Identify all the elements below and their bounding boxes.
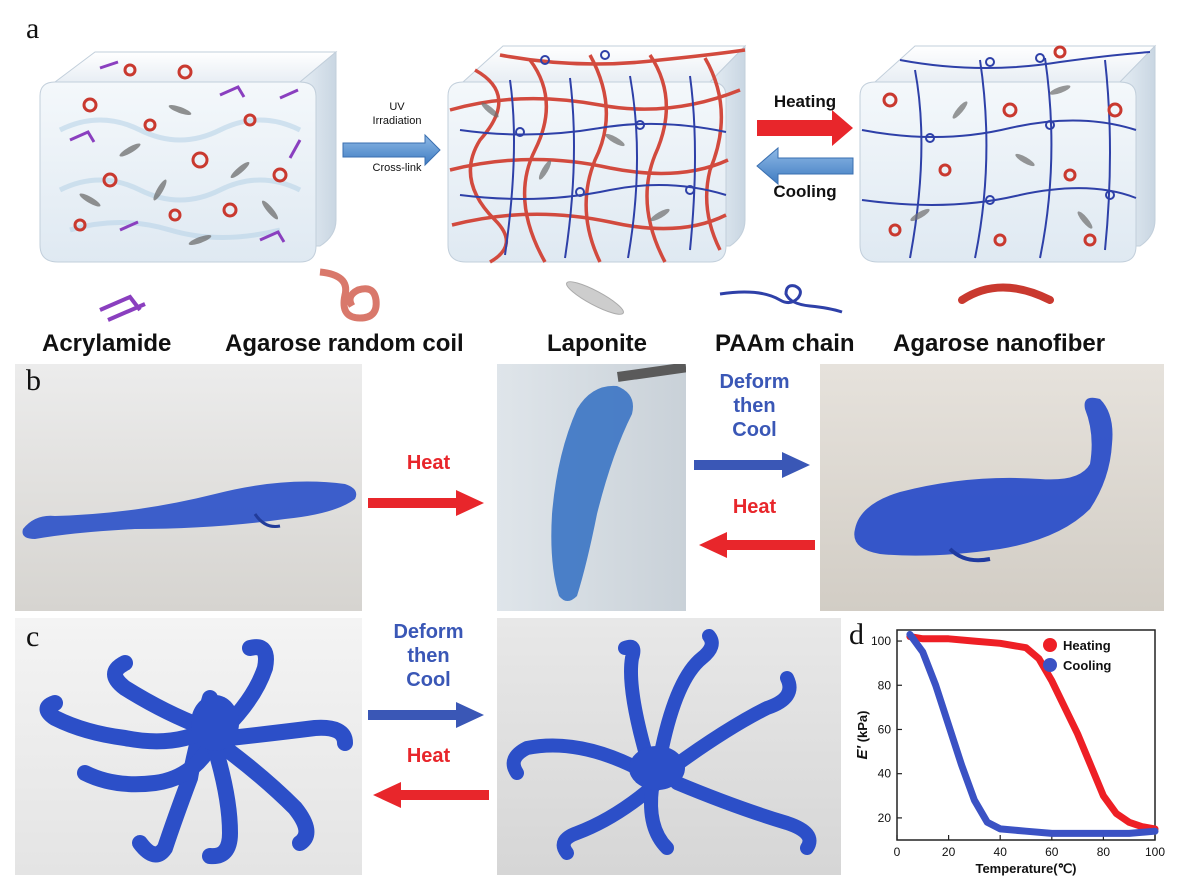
legend-marker-cooling: [1043, 658, 1057, 672]
legend-label-cooling: Cooling: [1063, 658, 1111, 673]
x-tick-label: 40: [994, 845, 1008, 859]
panel-label-b: b: [26, 364, 41, 397]
legend-marker-heating: [1043, 638, 1057, 652]
legend-agarose-nanofiber: Agarose nanofiber: [893, 330, 1106, 357]
heat-arrow-b-forward: [368, 490, 484, 516]
agarose-nanofiber-icon: [958, 283, 1054, 304]
deform-cool-label-b-line-2: then: [733, 395, 776, 417]
gel-cube-crosslinked: [447, 44, 747, 264]
legend-agarose-random-coil: Agarose random coil: [225, 330, 464, 357]
x-tick-label: 0: [894, 845, 901, 859]
whale-photo-initial: [15, 364, 362, 611]
uv-label: UV Irradiation: [352, 100, 442, 128]
y-tick-label: 40: [878, 767, 892, 781]
heat-arrow-b-back: [699, 532, 815, 558]
deform-cool-arrow-b: [694, 452, 810, 478]
laponite-icon: [566, 281, 624, 315]
deform-cool-label-b: Deform then Cool: [692, 370, 817, 442]
heating-arrow: [757, 110, 853, 146]
whale-photo-heated: [497, 364, 686, 611]
y-tick-label: 80: [878, 678, 892, 692]
x-tick-label: 80: [1097, 845, 1111, 859]
deform-cool-label-c-line-3: Cool: [406, 669, 451, 691]
heat-label-c-back: Heat: [406, 745, 451, 767]
panel-label-c: c: [26, 620, 40, 653]
uv-crosslink-arrow: [342, 133, 441, 167]
cooling-label: Cooling: [773, 182, 837, 201]
heat-label-b-forward: Heat: [406, 452, 451, 474]
legend-label-heating: Heating: [1063, 638, 1111, 653]
uv-label-line-1: UV: [389, 101, 405, 113]
octopus-shape-flat: [39, 639, 353, 865]
y-tick-label: 100: [871, 634, 891, 648]
octopus-shape-standing: [506, 629, 817, 860]
x-axis-label: Temperature(℃): [975, 861, 1076, 876]
legend-acrylamide: Acrylamide: [42, 330, 172, 357]
uv-label-line-2: Irradiation: [372, 115, 422, 127]
gel-cube-heated: [859, 44, 1157, 263]
whale-shape-hanging: [551, 385, 633, 601]
octopus-photo-deformed: [497, 618, 841, 875]
cooling-arrow: [756, 146, 854, 186]
crosslink-label: Cross-link: [372, 162, 422, 174]
legend-paam-chain: PAAm chain: [715, 330, 855, 357]
series-line-cooling: [906, 630, 1159, 837]
octopus-photo-initial: [15, 618, 362, 875]
agarose-random-coil-icon: [319, 268, 380, 322]
panel-label-d: d: [849, 618, 864, 651]
y-tick-label: 20: [878, 811, 892, 825]
deform-cool-label-c-line-2: then: [407, 645, 450, 667]
deform-cool-label-b-line-3: Cool: [732, 419, 777, 441]
paam-chain-icon: [719, 284, 843, 314]
deform-cool-label-c-line-1: Deform: [393, 621, 464, 643]
deform-cool-label-b-line-1: Deform: [719, 371, 790, 393]
heat-arrow-c-back: [373, 782, 489, 808]
acrylamide-icon: [99, 294, 146, 322]
y-tick-label: 60: [878, 722, 892, 736]
heating-label: Heating: [773, 92, 837, 111]
heat-label-b-back: Heat: [732, 496, 777, 518]
gel-cube-initial: [39, 50, 338, 263]
legend-laponite: Laponite: [547, 330, 647, 357]
deform-cool-label-c: Deform then Cool: [366, 620, 491, 692]
x-tick-label: 60: [1045, 845, 1059, 859]
series-line-heating: [906, 633, 1159, 833]
whale-shape-curled: [854, 397, 1113, 556]
whale-shape: [22, 481, 357, 539]
x-tick-label: 20: [942, 845, 956, 859]
y-axis-label: E' (kPa): [854, 711, 871, 760]
modulus-temperature-chart: 0 20 40 60 80 100 20 40 60 80 100 Temperature(℃) E…: [854, 629, 1165, 876]
deform-cool-arrow-c: [368, 702, 484, 728]
whale-photo-deformed: [820, 364, 1164, 611]
panel-label-a: a: [26, 12, 40, 45]
x-tick-label: 100: [1145, 845, 1165, 859]
panel-a-illustration: [39, 44, 1157, 322]
